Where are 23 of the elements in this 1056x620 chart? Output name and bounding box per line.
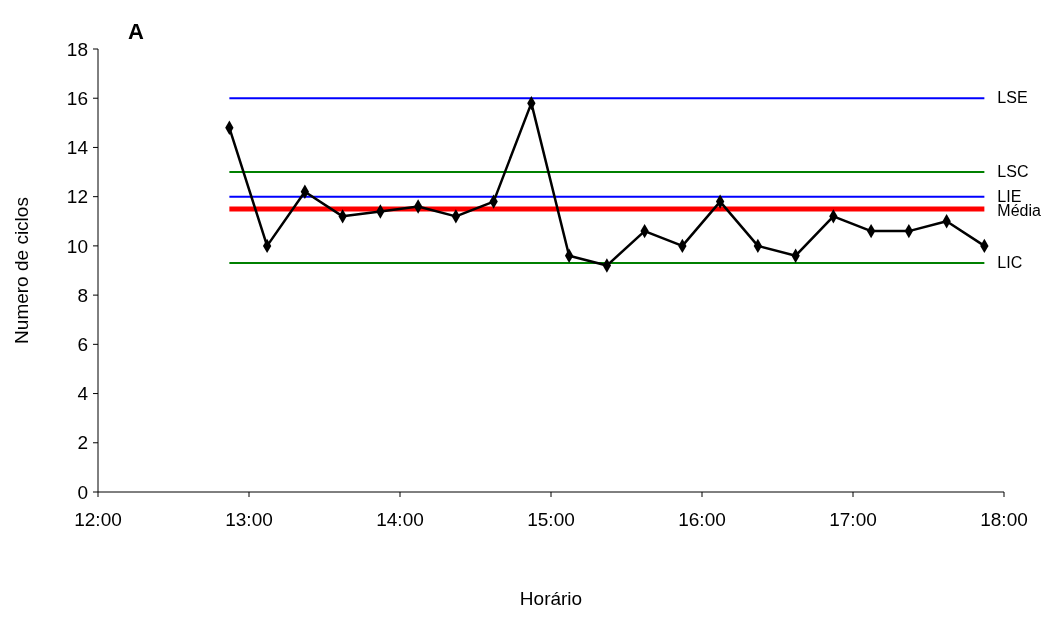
y-tick-label: 4 xyxy=(77,383,89,405)
y-tick-label: 14 xyxy=(66,137,89,159)
text: A xyxy=(128,19,144,44)
y-tick-label: 12 xyxy=(66,186,88,208)
x-tick-label: 16:00 xyxy=(678,509,726,530)
y-tick-label: 6 xyxy=(77,333,88,355)
x-tick-label: 18:00 xyxy=(980,509,1028,530)
y-axis-title: Numero de ciclos xyxy=(11,197,32,344)
x-tick-label: 17:00 xyxy=(829,509,877,530)
y-tick-label: 10 xyxy=(66,235,88,257)
y-tick-label: 2 xyxy=(77,432,88,454)
ref-line-label: LSC xyxy=(997,163,1029,181)
y-tick-label: 8 xyxy=(77,284,88,306)
y-tick-label: 0 xyxy=(77,481,88,503)
y-tick-label: 18 xyxy=(66,38,88,60)
x-tick-label: 12:00 xyxy=(74,509,122,530)
ref-line-label: LSE xyxy=(997,89,1028,107)
x-axis-title: Horário xyxy=(519,588,583,609)
x-tick-label: 14:00 xyxy=(376,509,424,530)
x-tick-label: 13:00 xyxy=(225,509,273,530)
ref-line-label: LIC xyxy=(997,254,1023,272)
x-tick-label: 15:00 xyxy=(527,509,575,530)
y-tick-label: 16 xyxy=(66,87,88,109)
